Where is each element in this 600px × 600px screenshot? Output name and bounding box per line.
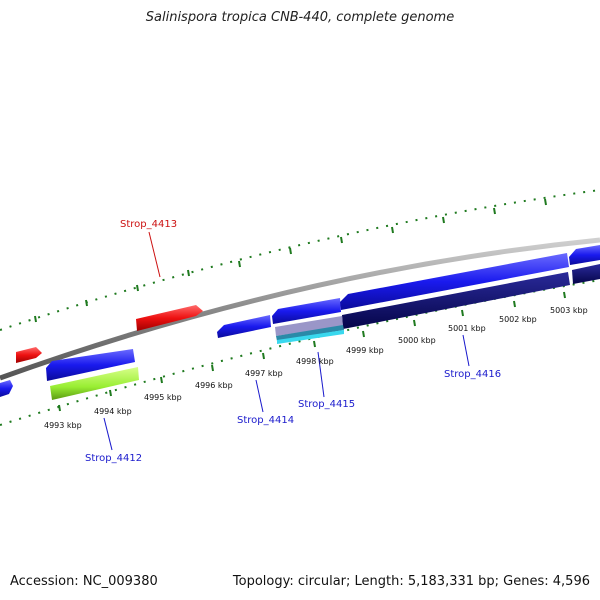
tick-label: 4997 kbp bbox=[245, 369, 283, 378]
tick-label: 4994 kbp bbox=[94, 407, 132, 416]
gene-strop-4416-blue[interactable] bbox=[340, 253, 569, 310]
map-title: Salinispora tropica CNB-440, complete ge… bbox=[145, 10, 455, 25]
tick-label: 4999 kbp bbox=[346, 346, 384, 355]
tick-label: 4998 kbp bbox=[296, 357, 334, 366]
inner-major-ticks bbox=[58, 291, 566, 412]
gene-label-strop-4415: Strop_4415 bbox=[298, 399, 355, 410]
accession-label: Accession: NC_009380 bbox=[10, 574, 158, 589]
gene-label-strop-4416: Strop_4416 bbox=[444, 369, 501, 380]
gene-blue-left-edge[interactable] bbox=[0, 380, 13, 397]
leader-strop-4415 bbox=[317, 351, 325, 398]
gene-strop-4413[interactable] bbox=[136, 305, 203, 331]
leader-strop-4412 bbox=[103, 417, 113, 451]
inner-tick-track bbox=[0, 279, 600, 426]
tick-label: 5001 kbp bbox=[448, 324, 486, 333]
tick-label: 4995 kbp bbox=[144, 393, 182, 402]
tick-label: 5003 kbp bbox=[550, 306, 588, 315]
gene-strop-4412-green[interactable] bbox=[50, 367, 139, 400]
gene-label-strop-4413: Strop_4413 bbox=[120, 219, 177, 230]
gene-strop-4415-blue[interactable] bbox=[272, 298, 341, 324]
gene-blue-right[interactable] bbox=[569, 245, 600, 265]
gene-label-strop-4412: Strop_4412 bbox=[85, 453, 142, 464]
outer-tick-track bbox=[0, 189, 600, 331]
leader-strop-4416 bbox=[462, 334, 470, 367]
gene-strop-4415-cyan[interactable] bbox=[277, 330, 344, 344]
gene-strop-4415-teal[interactable] bbox=[276, 325, 344, 341]
gene-strop-4412-blue[interactable] bbox=[46, 349, 135, 381]
leader-strop-4413 bbox=[148, 231, 161, 278]
gene-label-strop-4414: Strop_4414 bbox=[237, 415, 294, 426]
gene-strop-4415-lavender[interactable] bbox=[275, 316, 343, 336]
gene-strop-4414[interactable] bbox=[217, 315, 271, 338]
outer-major-ticks bbox=[34, 198, 547, 323]
gene-navy-right[interactable] bbox=[572, 264, 600, 284]
tick-label: 5000 kbp bbox=[398, 336, 436, 345]
tick-label: 4993 kbp bbox=[44, 421, 82, 430]
gene-red-small[interactable] bbox=[16, 347, 42, 363]
genome-backbone bbox=[0, 237, 600, 381]
tick-label: 5002 kbp bbox=[499, 315, 537, 324]
gene-strop-4416-navy[interactable] bbox=[342, 272, 570, 329]
leader-strop-4414 bbox=[255, 379, 264, 413]
genome-summary: Topology: circular; Length: 5,183,331 bp… bbox=[232, 574, 590, 589]
tick-label: 4996 kbp bbox=[195, 381, 233, 390]
